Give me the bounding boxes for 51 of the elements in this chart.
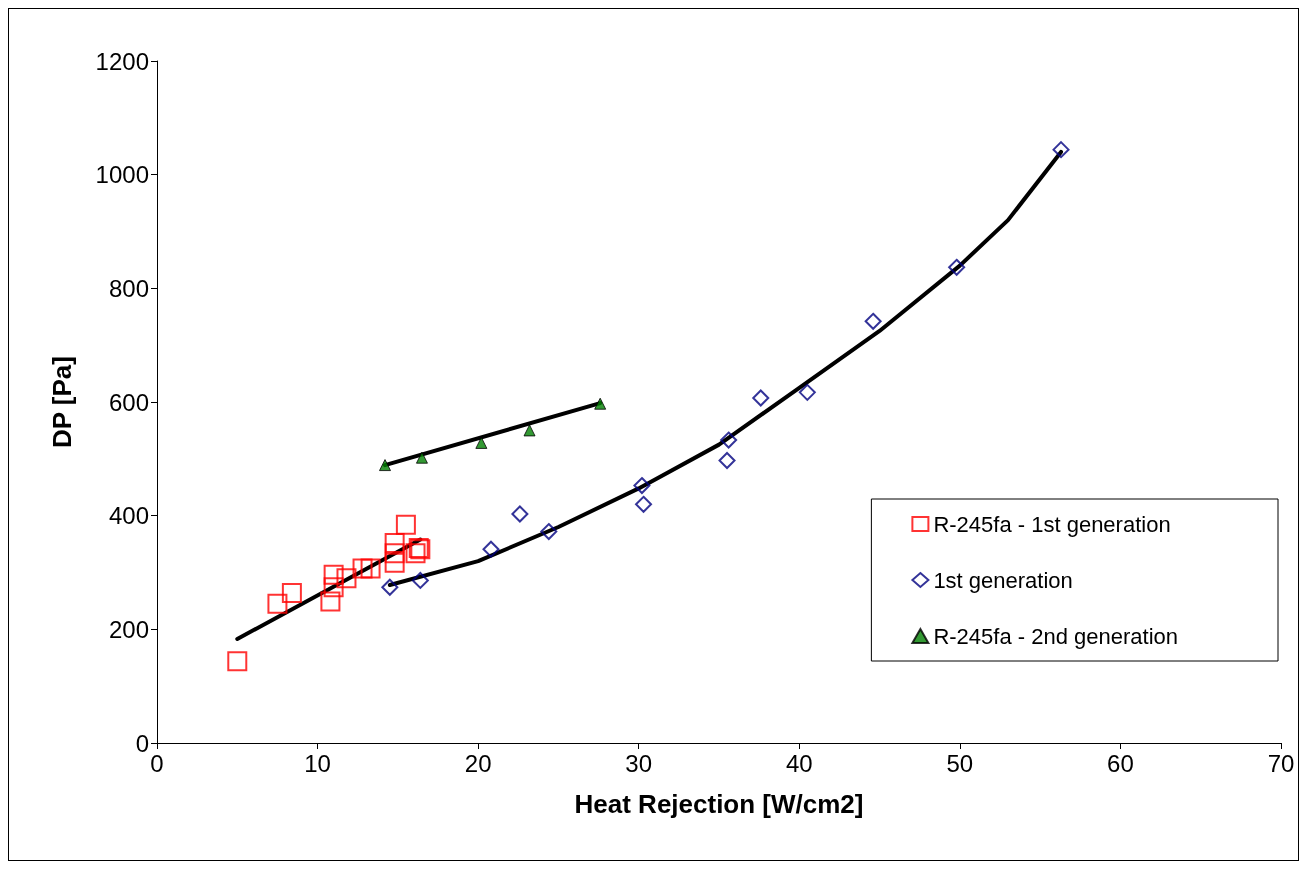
point bbox=[384, 543, 405, 564]
point bbox=[360, 558, 381, 579]
point bbox=[281, 582, 302, 603]
point bbox=[948, 258, 966, 276]
x-tick-label: 10 bbox=[304, 749, 331, 777]
point bbox=[718, 452, 736, 470]
point bbox=[395, 514, 416, 535]
point bbox=[594, 397, 607, 410]
point bbox=[384, 532, 405, 553]
x-axis-title: Heat Rejection [W/cm2] bbox=[574, 789, 864, 819]
point bbox=[411, 571, 429, 589]
point bbox=[523, 424, 536, 437]
x-tick-label: 20 bbox=[464, 749, 492, 777]
y-axis-title: DP [Pa] bbox=[47, 356, 77, 448]
point bbox=[1052, 141, 1070, 159]
legend-label: R-245fa - 1st generation bbox=[933, 511, 1171, 537]
point bbox=[633, 477, 651, 495]
x-tick-label: 50 bbox=[946, 749, 974, 777]
point bbox=[352, 558, 373, 579]
point bbox=[336, 568, 357, 589]
point bbox=[323, 564, 344, 585]
point bbox=[482, 540, 500, 558]
point bbox=[227, 651, 248, 672]
y-tick-label: 600 bbox=[108, 388, 149, 416]
point bbox=[752, 389, 770, 407]
point bbox=[320, 591, 341, 612]
y-tick-label: 400 bbox=[108, 502, 149, 530]
x-tick-label: 30 bbox=[625, 749, 653, 777]
legend-label: 1st generation bbox=[933, 567, 1073, 593]
point bbox=[384, 552, 405, 573]
point bbox=[379, 459, 392, 472]
point bbox=[720, 431, 738, 449]
y-tick-label: 1000 bbox=[95, 161, 149, 189]
point bbox=[323, 577, 344, 598]
point bbox=[415, 451, 428, 464]
point bbox=[540, 523, 558, 541]
point bbox=[405, 543, 426, 564]
point bbox=[381, 578, 399, 596]
point bbox=[511, 505, 529, 523]
y-tick-label: 200 bbox=[108, 615, 149, 643]
y-tick-label: 800 bbox=[108, 274, 149, 302]
x-tick-label: 70 bbox=[1267, 749, 1295, 777]
point bbox=[798, 383, 816, 401]
y-tick-label: 0 bbox=[135, 729, 149, 757]
x-tick-label: 60 bbox=[1107, 749, 1134, 777]
y-tick-label: 1200 bbox=[95, 47, 149, 75]
legend-label: R-245fa - 2nd generation bbox=[933, 623, 1179, 649]
point bbox=[267, 593, 288, 614]
point bbox=[864, 312, 882, 330]
point bbox=[635, 495, 653, 513]
x-tick-label: 40 bbox=[785, 749, 813, 777]
